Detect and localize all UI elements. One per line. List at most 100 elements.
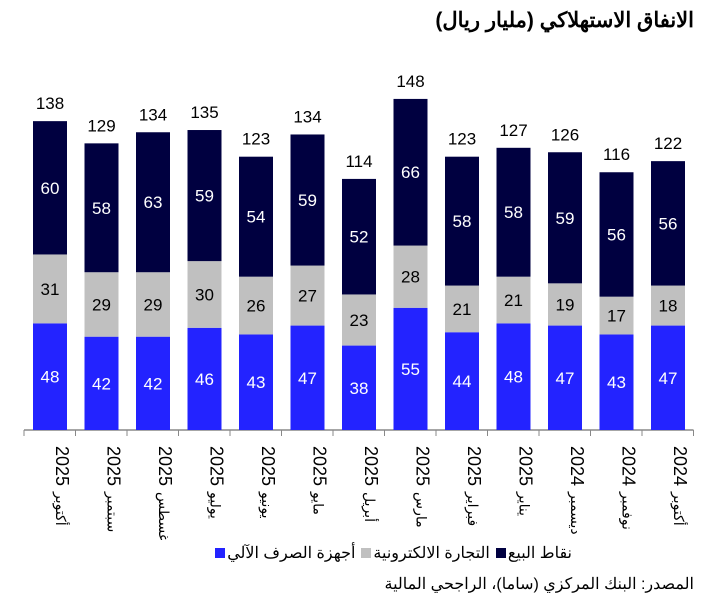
bar-segment: [136, 132, 170, 273]
x-tick-label-month: فبراير: [464, 491, 480, 526]
data-label: 21: [504, 291, 523, 310]
data-label: 56: [659, 214, 678, 233]
x-tick-label-year: 2024: [670, 446, 690, 486]
source-note: المصدر: البنك المركزي (ساما)، الراجحي ال…: [384, 576, 695, 593]
bar-segment: [548, 283, 582, 326]
bar-segment: [393, 98, 428, 246]
data-label: 58: [453, 212, 472, 231]
total-label: 138: [36, 94, 64, 113]
x-tick-label-month: سبتمبر: [104, 491, 120, 532]
bar-segment: [33, 323, 67, 430]
data-label: 59: [556, 209, 575, 228]
chart-title: الانفاق الاستهلاكي (مليار ريال): [435, 9, 694, 32]
bar-segment: [136, 336, 170, 430]
bar-segment: [33, 254, 67, 324]
data-label: 42: [92, 374, 111, 393]
x-tick-label-year: 2025: [361, 446, 381, 486]
bar-segment: [342, 345, 376, 430]
total-label: 134: [139, 105, 167, 124]
data-label: 47: [659, 369, 678, 388]
total-label: 123: [448, 130, 476, 149]
x-tick-label-year: 2025: [413, 446, 433, 486]
total-label: 116: [603, 145, 630, 164]
data-label: 31: [41, 280, 60, 299]
data-label: 58: [504, 203, 523, 222]
x-tick-label-month: أكتوبر: [670, 491, 688, 526]
stacked-bar-chart: 48 31 60 138 2025 أكتوبر 42 29 58 129 2025 سبتمبر 42…: [23, 72, 694, 540]
x-tick-label-year: 2025: [258, 446, 278, 486]
x-tick-label-month: مايو: [310, 491, 326, 515]
data-label: 43: [607, 373, 626, 392]
bar-segment: [342, 294, 376, 346]
total-label: 135: [190, 103, 218, 122]
bar-segment: [136, 272, 170, 337]
total-label: 114: [345, 152, 372, 171]
data-label: 59: [195, 187, 214, 206]
x-tick-label-month: أبريل: [361, 492, 379, 522]
data-label: 60: [41, 179, 60, 198]
data-label: 66: [401, 163, 420, 182]
data-label: 29: [92, 295, 111, 314]
total-label: 122: [654, 134, 682, 153]
bar-segment: [496, 276, 531, 324]
x-tick-label-month: يناير: [516, 491, 532, 516]
x-tick-label-month: يونيو: [258, 491, 274, 519]
bar-segment: [393, 245, 428, 308]
x-tick-label-month: ديسمبر: [567, 491, 583, 535]
data-label: 44: [453, 372, 472, 391]
bar-segment: [651, 161, 685, 286]
legend-item: نقاط البيع: [495, 543, 572, 563]
bar-segment: [239, 334, 273, 430]
bar-segment: [84, 143, 119, 273]
data-label: 18: [659, 297, 678, 316]
data-label: 48: [41, 368, 60, 387]
bar-segment: [599, 334, 634, 430]
legend-item: التجارة الالكترونية: [361, 543, 490, 563]
bar-segment: [445, 156, 479, 286]
bar-segment: [84, 272, 119, 337]
data-label: 48: [504, 368, 523, 387]
data-label: 27: [298, 287, 317, 306]
total-label: 148: [396, 72, 424, 91]
bar-segment: [187, 261, 222, 328]
legend-label: أجهزة الصرف الآلي: [227, 545, 356, 562]
x-tick-label-month: مارس: [413, 492, 429, 528]
bar-segment: [290, 265, 325, 326]
x-tick-label-year: 2025: [516, 446, 536, 486]
bar-segment: [239, 276, 273, 335]
legend-swatch: [215, 548, 226, 558]
legend-label: التجارة الالكترونية: [373, 545, 490, 562]
data-label: 38: [350, 379, 369, 398]
data-label: 19: [556, 295, 575, 314]
bar-segment: [187, 327, 222, 430]
data-label: 29: [144, 295, 163, 314]
bar-segment: [651, 285, 685, 326]
data-label: 30: [195, 285, 214, 304]
data-label: 63: [144, 193, 163, 212]
bar-segment: [393, 307, 428, 430]
bar-segment: [33, 121, 67, 255]
bar-segment: [651, 325, 685, 430]
total-label: 129: [87, 116, 115, 135]
data-label: 21: [453, 300, 472, 319]
x-tick-label-month: يوليو: [207, 491, 223, 519]
data-label: 46: [195, 370, 214, 389]
data-label: 56: [607, 225, 626, 244]
data-label: 47: [298, 369, 317, 388]
data-label: 28: [401, 268, 420, 287]
legend-swatch: [495, 548, 506, 558]
legend-swatch: [361, 548, 372, 558]
total-label: 134: [293, 107, 321, 126]
x-tick-label-month: نوفمبر: [619, 491, 635, 530]
total-label: 126: [551, 125, 579, 144]
x-tick-label-year: 2025: [155, 446, 175, 486]
legend: نقاط البيع التجارة الالكترونية أجهزة الصرف…: [215, 543, 572, 563]
bar-segment: [548, 325, 582, 430]
bar-segment: [445, 285, 479, 333]
x-tick-label-year: 2025: [104, 446, 124, 486]
data-label: 47: [556, 369, 575, 388]
bar-segment: [496, 323, 531, 430]
x-tick-label-month: أكتوبر: [52, 491, 70, 526]
bar-segment: [599, 296, 634, 335]
bar-segment: [239, 156, 273, 277]
